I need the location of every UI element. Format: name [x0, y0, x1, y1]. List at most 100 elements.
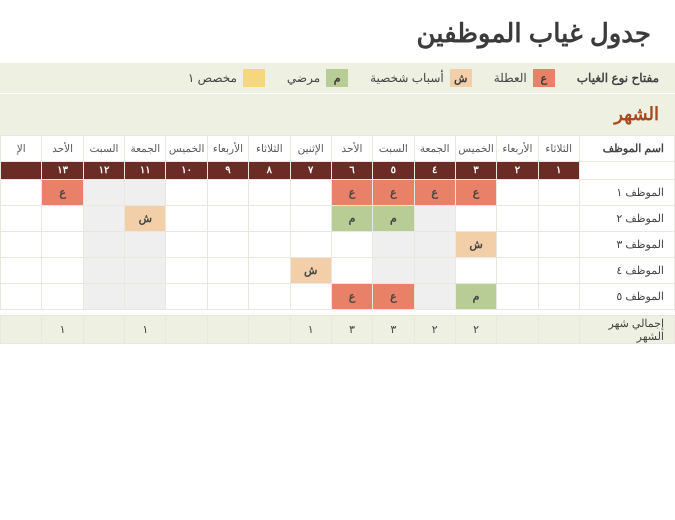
- table-row: الموظف ٥ م عع: [1, 284, 675, 310]
- day-header: الجمعة: [414, 136, 455, 162]
- day-cell: ش: [125, 206, 166, 232]
- legend-sick: م مرضي: [287, 69, 348, 87]
- day-cell: [455, 206, 496, 232]
- sick-label: مرضي: [287, 71, 320, 85]
- table-row: الموظف ٤ ش: [1, 258, 675, 284]
- day-cell: [497, 284, 538, 310]
- day-cell: [166, 232, 207, 258]
- day-cell: [497, 258, 538, 284]
- day-cell: [538, 180, 579, 206]
- day-number: ٢: [497, 162, 538, 180]
- total-cell: [83, 316, 124, 344]
- personal-badge: ش: [450, 69, 472, 87]
- day-cell: [1, 232, 42, 258]
- page-title: جدول غياب الموظفين: [0, 18, 675, 63]
- sick-badge: م: [326, 69, 348, 87]
- day-cell: م: [373, 206, 414, 232]
- day-cell: [125, 258, 166, 284]
- day-cell: م: [455, 284, 496, 310]
- day-cell: [331, 232, 372, 258]
- day-cell: ع: [373, 284, 414, 310]
- day-cell: [249, 258, 290, 284]
- day-number: ٩: [207, 162, 248, 180]
- absence-table: اسم الموظف الثلاثاء الأربعاء الخميس الجم…: [0, 135, 675, 344]
- total-cell: [497, 316, 538, 344]
- total-label: إجمالي شهر الشهر: [579, 316, 674, 344]
- day-cell: [83, 232, 124, 258]
- day-header: الإثنين: [290, 136, 331, 162]
- day-cell: ع: [331, 284, 372, 310]
- total-cell: ١: [290, 316, 331, 344]
- day-cell: [42, 258, 83, 284]
- employee-name-header: اسم الموظف: [579, 136, 674, 162]
- day-cell: [414, 284, 455, 310]
- day-header: السبت: [83, 136, 124, 162]
- day-cell: ع: [414, 180, 455, 206]
- day-cell: [497, 206, 538, 232]
- day-cell: [290, 232, 331, 258]
- holiday-label: العطلة: [494, 71, 527, 85]
- day-cell: [538, 284, 579, 310]
- day-number: ٨: [249, 162, 290, 180]
- total-cell: [249, 316, 290, 344]
- day-cell: [207, 180, 248, 206]
- total-cell: ٢: [414, 316, 455, 344]
- day-header: السبت: [373, 136, 414, 162]
- day-number: ١٢: [83, 162, 124, 180]
- day-cell: [249, 232, 290, 258]
- day-cell: [1, 206, 42, 232]
- day-cell: ع: [373, 180, 414, 206]
- holiday-badge: ع: [533, 69, 555, 87]
- day-header: الأحد: [331, 136, 372, 162]
- day-number: ٣: [455, 162, 496, 180]
- day-number: ١١: [125, 162, 166, 180]
- legend-custom1: مخصص ١: [188, 69, 265, 87]
- day-cell: [331, 258, 372, 284]
- total-cell: [207, 316, 248, 344]
- legend-key-label: مفتاح نوع الغياب: [577, 71, 659, 85]
- total-cell: [1, 316, 42, 344]
- day-cell: [42, 206, 83, 232]
- day-cell: [125, 180, 166, 206]
- table-row: الموظف ٣ش: [1, 232, 675, 258]
- day-number: ١٠: [166, 162, 207, 180]
- day-cell: [1, 180, 42, 206]
- day-cell: [1, 284, 42, 310]
- legend-personal: ش أسباب شخصية: [370, 69, 472, 87]
- day-number: [1, 162, 42, 180]
- employee-name: الموظف ١: [579, 180, 674, 206]
- day-number: ١: [538, 162, 579, 180]
- total-cell: ١: [42, 316, 83, 344]
- blank-cell: [579, 162, 674, 180]
- day-header: الخميس: [455, 136, 496, 162]
- employee-name: الموظف ٥: [579, 284, 674, 310]
- day-cell: [207, 284, 248, 310]
- total-row: إجمالي شهر الشهر ٢ ٢ ٣ ٣ ١ ١ ١: [1, 316, 675, 344]
- day-number: ٦: [331, 162, 372, 180]
- day-cell: [83, 206, 124, 232]
- day-cell: [207, 232, 248, 258]
- day-cell: [249, 284, 290, 310]
- day-cell: [83, 258, 124, 284]
- day-number: ١٣: [42, 162, 83, 180]
- total-cell: ١: [125, 316, 166, 344]
- day-cell: ع: [455, 180, 496, 206]
- day-cell: [414, 206, 455, 232]
- day-cell: [166, 206, 207, 232]
- day-cell: [166, 284, 207, 310]
- day-cell: ش: [290, 258, 331, 284]
- day-cell: [166, 180, 207, 206]
- day-number: ٧: [290, 162, 331, 180]
- employee-name: الموظف ٤: [579, 258, 674, 284]
- month-bar: الشهر: [0, 93, 675, 135]
- day-cell: [373, 232, 414, 258]
- day-cell: [538, 232, 579, 258]
- day-header: الثلاثاء: [249, 136, 290, 162]
- day-header: الأحد: [42, 136, 83, 162]
- day-cell: [249, 180, 290, 206]
- day-number: ٥: [373, 162, 414, 180]
- day-cell: [414, 258, 455, 284]
- month-label: الشهر: [614, 104, 659, 125]
- day-cell: [207, 206, 248, 232]
- table-row: الموظف ١ععععع: [1, 180, 675, 206]
